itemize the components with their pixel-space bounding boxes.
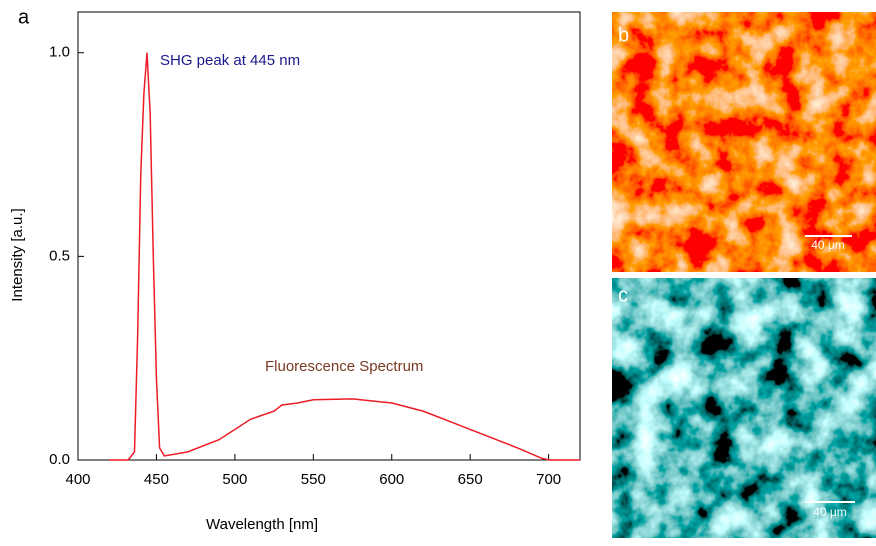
- panel-label: c: [618, 284, 628, 306]
- y-tick-label: 0.5: [49, 247, 70, 264]
- spectrum-line: [109, 52, 580, 461]
- x-tick-label: 550: [301, 471, 326, 488]
- x-tick-label: 700: [536, 471, 561, 488]
- y-axis-label: Intensity [a.u.]: [9, 208, 26, 301]
- image-b: [612, 12, 876, 272]
- annotation: Fluorescence Spectrum: [265, 358, 423, 375]
- panel-label: a: [18, 6, 30, 28]
- scale-bar-label: 40 μm: [811, 238, 845, 252]
- x-tick-label: 500: [222, 471, 247, 488]
- x-tick-label: 600: [379, 471, 404, 488]
- y-tick-label: 0.0: [49, 451, 70, 468]
- x-tick-label: 400: [65, 471, 90, 488]
- x-tick-label: 450: [144, 471, 169, 488]
- plot-frame: [77, 11, 581, 461]
- x-tick-label: 650: [458, 471, 483, 488]
- scale-bar-label: 40 μm: [813, 505, 847, 519]
- annotation: SHG peak at 445 nm: [160, 52, 300, 69]
- y-tick-label: 1.0: [49, 44, 70, 61]
- x-axis-label: Wavelength [nm]: [206, 516, 318, 533]
- panel-label: b: [618, 24, 629, 46]
- image-c: [612, 278, 876, 538]
